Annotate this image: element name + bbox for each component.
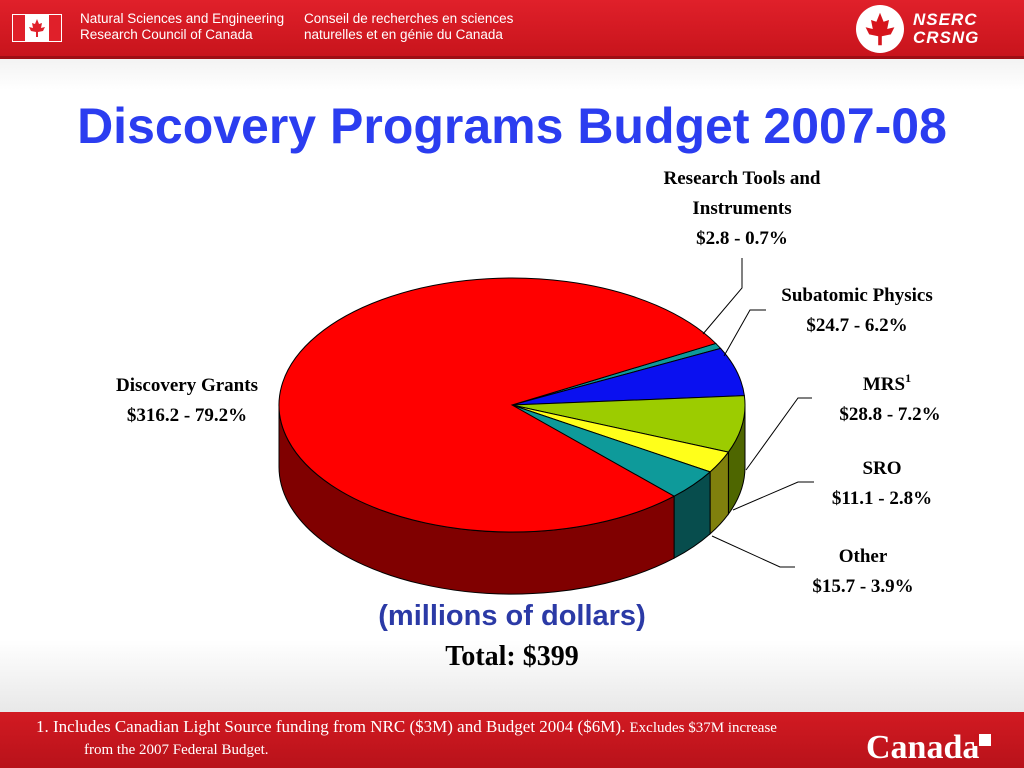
leader-line-mrs (745, 397, 812, 471)
leader-line-research-tools (702, 258, 743, 335)
label-subatomic-value: $24.7 - 6.2% (806, 315, 907, 336)
footnote: 1. Includes Canadian Light Source fundin… (36, 717, 777, 758)
label-mrs-superscript: 1 (905, 371, 911, 385)
council-name-french: Conseil de recherches en sciences nature… (304, 11, 514, 42)
leader-line-subatomic (723, 309, 766, 357)
canada-wordmark-flag-icon (974, 734, 996, 746)
label-mrs-value: $28.8 - 7.2% (839, 404, 940, 425)
label-mrs-name: MRS1 (863, 371, 911, 395)
label-research-tools-value: $2.8 - 0.7% (696, 228, 788, 249)
nserc-crsng-logo: NSERC CRSNG (913, 10, 980, 47)
canada-flag-icon (12, 14, 62, 42)
label-other-value: $15.7 - 3.9% (812, 576, 913, 597)
chart-subtitle: (millions of dollars) (378, 600, 646, 632)
label-discovery-grants-name: Discovery Grants (116, 375, 258, 396)
label-subatomic-name: Subatomic Physics (781, 285, 933, 306)
council-name-english: Natural Sciences and Engineering Researc… (80, 11, 285, 42)
maple-leaf-logo-icon (856, 5, 904, 53)
label-discovery-grants-value: $316.2 - 79.2% (127, 405, 247, 426)
chart-total: Total: $399 (445, 641, 579, 672)
label-sro-name: SRO (862, 458, 901, 479)
pie-slice-discovery-grants (278, 277, 717, 533)
pie-slice-mrs (511, 395, 746, 453)
label-other-name: Other (839, 546, 888, 567)
header-bar: Natural Sciences and Engineering Researc… (0, 0, 1024, 59)
label-research-tools-name-1: Research Tools and (664, 168, 821, 189)
label-sro-value: $11.1 - 2.8% (832, 488, 932, 509)
page-title: Discovery Programs Budget 2007-08 (77, 98, 947, 154)
canada-wordmark: Canada (866, 730, 996, 766)
leader-line-other (711, 535, 795, 568)
leader-line-sro (732, 481, 814, 511)
label-research-tools-name-2: Instruments (692, 198, 791, 219)
footer-bar: 1. Includes Canadian Light Source fundin… (0, 712, 1024, 768)
